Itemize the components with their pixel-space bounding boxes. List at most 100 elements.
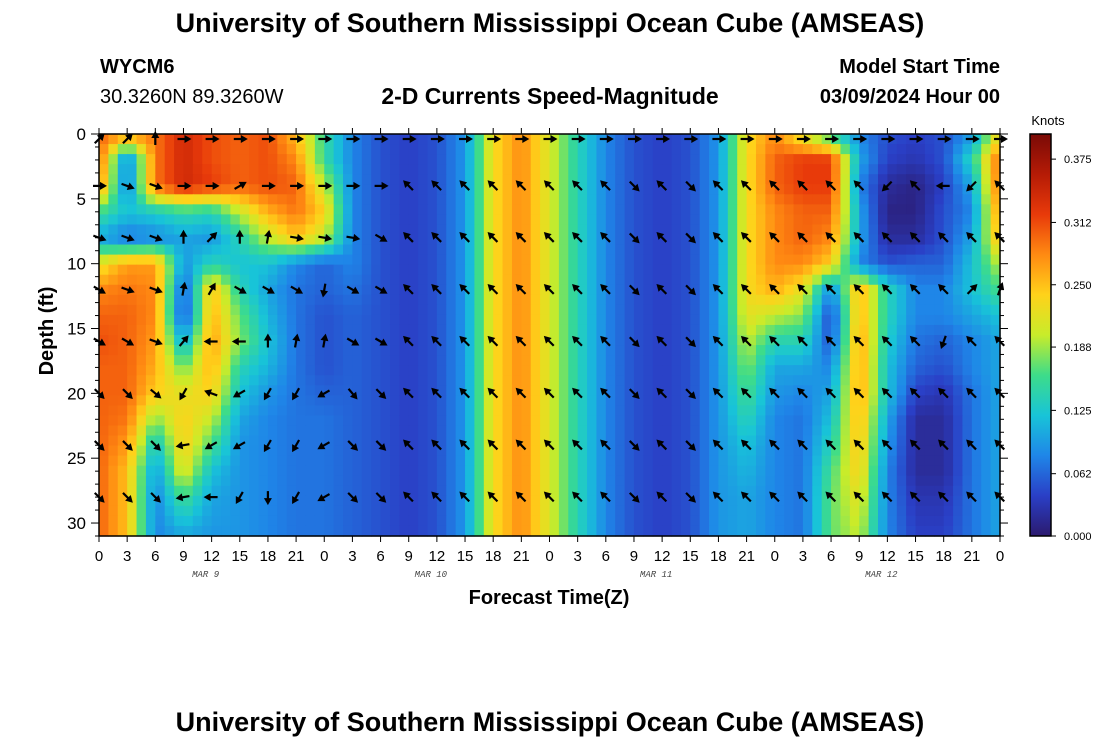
- heatmap-cell: [662, 405, 673, 416]
- heatmap-cell: [915, 495, 926, 507]
- heatmap-cell: [389, 425, 400, 437]
- heatmap-cell: [990, 525, 1001, 537]
- current-arrow: [317, 493, 331, 502]
- heatmap-cell: [971, 194, 982, 205]
- heatmap-cell: [296, 274, 307, 286]
- heatmap-cell: [943, 475, 954, 487]
- heatmap-cell: [136, 415, 147, 427]
- heatmap-cell: [511, 214, 522, 226]
- current-arrow: [346, 285, 360, 294]
- heatmap-cell: [943, 495, 954, 507]
- heatmap-cell: [380, 184, 391, 195]
- x-tick-label: 0: [320, 548, 328, 565]
- heatmap-cell: [887, 415, 898, 427]
- heatmap-cell: [99, 294, 109, 306]
- heatmap-cell: [943, 465, 954, 477]
- heatmap-cell: [915, 324, 926, 336]
- heatmap-cell: [812, 465, 823, 477]
- heatmap-cell: [305, 385, 316, 396]
- heatmap-cell: [943, 425, 954, 437]
- current-arrow: [149, 234, 163, 242]
- heatmap-cell: [859, 485, 870, 497]
- heatmap-cell: [887, 395, 898, 406]
- heatmap-cell: [211, 304, 222, 316]
- heatmap-cell: [352, 475, 363, 487]
- heatmap-cell: [136, 465, 147, 477]
- heatmap-cell: [633, 194, 644, 205]
- heatmap-cell: [474, 465, 485, 477]
- heatmap-cell: [305, 405, 316, 416]
- heatmap-cell: [352, 184, 363, 195]
- heatmap-cell: [324, 445, 335, 457]
- heatmap-cell: [540, 395, 551, 406]
- heatmap-cell: [896, 335, 907, 346]
- heatmap-cell: [446, 485, 457, 497]
- heatmap-cell: [202, 274, 213, 286]
- heatmap-cell: [183, 365, 194, 376]
- heatmap-cell: [258, 224, 269, 236]
- heatmap-cell: [943, 194, 954, 205]
- heatmap-cell: [596, 485, 607, 497]
- heatmap-cell: [230, 495, 241, 507]
- heatmap-cell: [455, 284, 466, 296]
- heatmap-cell: [718, 345, 729, 356]
- heatmap-cell: [662, 174, 673, 185]
- heatmap-cell: [849, 294, 860, 306]
- heatmap-cell: [924, 294, 935, 306]
- heatmap-cell: [465, 495, 476, 507]
- heatmap-cell: [145, 254, 156, 266]
- heatmap-cell: [192, 244, 203, 256]
- heatmap-cell: [277, 415, 288, 427]
- heatmap-cell: [671, 314, 682, 326]
- heatmap-cell: [333, 314, 344, 326]
- heatmap-cell: [267, 455, 278, 467]
- heatmap-cell: [812, 505, 823, 517]
- heatmap-cell: [277, 515, 288, 527]
- heatmap-cell: [774, 515, 785, 527]
- heatmap-cell: [737, 365, 748, 376]
- heatmap-cell: [953, 405, 964, 416]
- heatmap-cell: [521, 415, 532, 427]
- current-arrow: [543, 135, 558, 143]
- heatmap-cell: [249, 525, 260, 537]
- heatmap-cell: [324, 154, 335, 165]
- heatmap-cell: [408, 224, 419, 236]
- current-arrow: [150, 440, 161, 451]
- heatmap-cell: [953, 335, 964, 346]
- heatmap-cell: [221, 365, 231, 376]
- heatmap-cell: [990, 264, 1001, 276]
- heatmap-cell: [821, 375, 832, 386]
- heatmap-cell: [483, 264, 494, 276]
- heatmap-cell: [990, 495, 1001, 507]
- heatmap-cell: [277, 194, 288, 205]
- heatmap-cell: [877, 254, 888, 266]
- heatmap-cell: [568, 495, 579, 507]
- heatmap-cell: [718, 365, 729, 376]
- heatmap-cell: [239, 365, 250, 376]
- heatmap-cell: [943, 505, 954, 517]
- heatmap-cell: [145, 465, 156, 477]
- heatmap-cell: [765, 314, 776, 326]
- heatmap-cell: [136, 495, 147, 507]
- heatmap-cell: [164, 335, 175, 346]
- heatmap-cell: [530, 224, 541, 236]
- heatmap-cell: [408, 525, 419, 537]
- heatmap-cell: [408, 455, 419, 467]
- heatmap-cell: [408, 284, 419, 296]
- heatmap-cell: [831, 144, 842, 155]
- heatmap-cell: [530, 455, 541, 467]
- heatmap-cell: [277, 435, 288, 447]
- heatmap-cell: [671, 284, 682, 296]
- heatmap-cell: [746, 505, 757, 517]
- heatmap-cell: [896, 324, 907, 336]
- heatmap-cell: [145, 314, 156, 326]
- heatmap-cell: [521, 144, 532, 155]
- heatmap-cell: [258, 194, 269, 205]
- heatmap-cell: [389, 194, 400, 205]
- heatmap-cell: [305, 144, 316, 155]
- heatmap-cell: [699, 345, 710, 356]
- heatmap-cell: [239, 214, 250, 226]
- heatmap-cell: [624, 395, 635, 406]
- heatmap-cell: [680, 274, 691, 286]
- heatmap-cell: [887, 455, 898, 467]
